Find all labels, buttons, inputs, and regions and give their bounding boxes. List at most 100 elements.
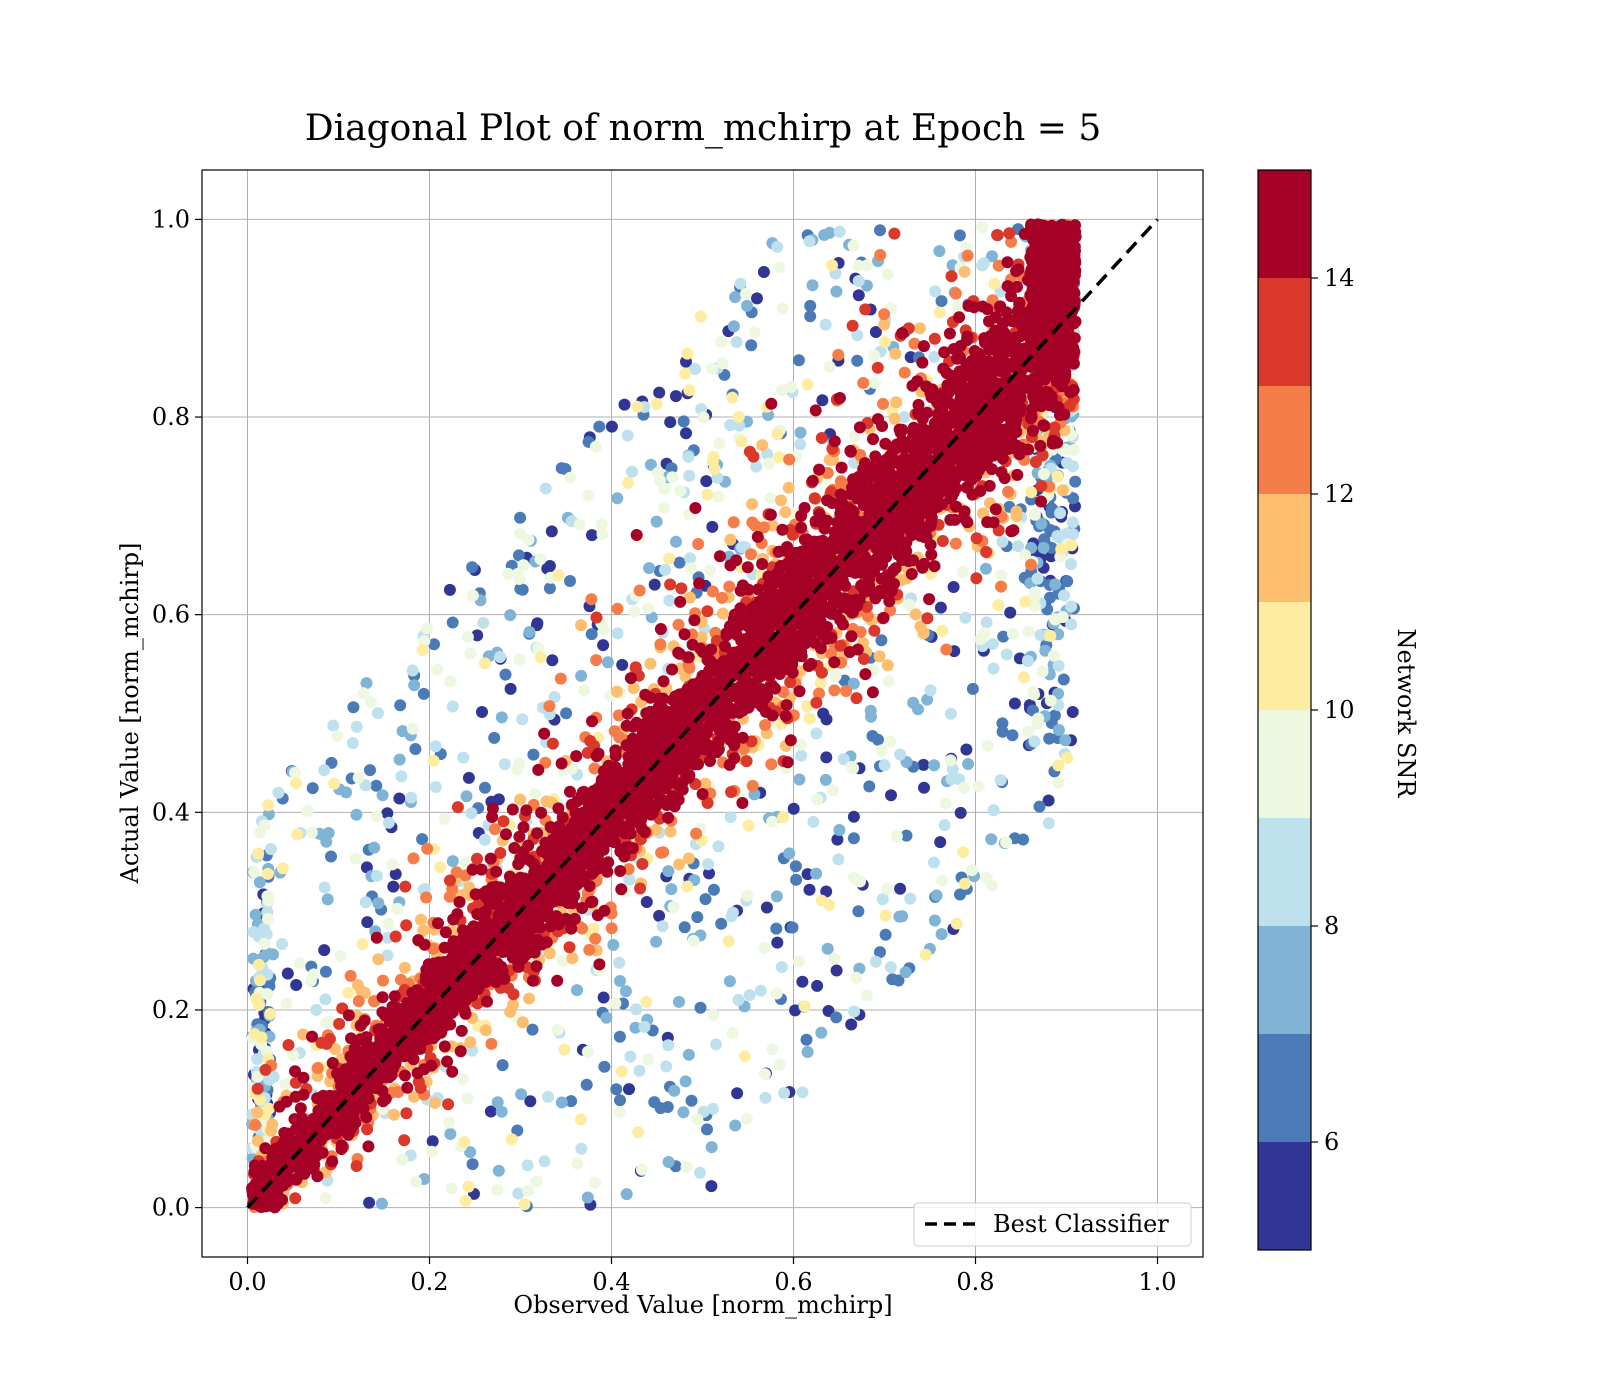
scatter-point [833,824,846,836]
scatter-point [800,1033,813,1046]
scatter-point [773,451,786,464]
scatter-point [264,1007,277,1020]
scatter-point [851,329,864,342]
scatter-point [936,624,949,637]
scatter-point [706,585,719,598]
scatter-point [395,770,408,783]
scatter-point [389,930,402,943]
scatter-point [928,759,941,772]
scatter-point [454,1045,467,1058]
scatter-point [688,614,701,627]
scatter-point [921,693,934,706]
scatter-point [522,1184,534,1197]
scatter-point [443,583,456,596]
scatter-point [793,773,806,786]
scatter-point [962,758,975,770]
scatter-point [873,650,886,663]
scatter-point [323,1033,336,1045]
scatter-point [730,336,743,349]
scatter-point [807,815,820,828]
scatter-point [723,975,736,988]
scatter-point [387,1108,400,1121]
scatter-point [479,781,491,794]
scatter-point [287,1049,300,1061]
scatter-point [669,390,682,403]
scatter-point [349,852,362,865]
scatter-point [795,509,808,522]
scatter-point [1056,484,1069,497]
scatter-point [729,291,742,304]
scatter-point [820,713,833,726]
scatter-point [372,897,385,910]
scatter-point [701,1123,713,1136]
scatter-point [416,644,429,656]
scatter-point [950,917,963,930]
scatter-point [847,677,860,690]
scatter-point [421,622,433,635]
scatter-point [518,1198,531,1211]
scatter-point [516,583,529,596]
scatter-point [759,719,772,731]
scatter-point [1052,724,1065,736]
scatter-point [276,862,289,875]
scatter-point [1061,575,1074,588]
scatter-point [959,611,972,624]
scatter-point [546,737,559,750]
scatter-point [851,354,864,367]
scatter-point [683,384,696,397]
scatter-point [310,1003,323,1016]
scatter-point [1058,589,1070,602]
scatter-point [444,675,456,688]
scatter-point [408,679,421,692]
scatter-point [556,954,569,967]
scatter-points [246,218,1082,1214]
scatter-point [461,1092,474,1105]
scatter-point [810,696,823,709]
scatter-point [848,1005,861,1018]
scatter-point [852,275,865,287]
scatter-point [929,285,942,298]
scatter-point [328,777,341,790]
scatter-point [875,744,888,757]
scatter-point [615,883,628,896]
scatter-point [364,764,376,777]
scatter-point [445,1182,458,1195]
scatter-point [630,1003,643,1016]
scatter-point [388,990,401,1003]
scatter-point [600,1011,613,1024]
scatter-point [406,664,419,677]
scatter-point [370,779,383,792]
scatter-point [746,779,759,792]
scatter-point [1055,543,1068,556]
scatter-point [898,411,911,423]
scatter-point [1052,776,1065,789]
scatter-point [1028,600,1041,613]
scatter-point [760,901,773,914]
scatter-point [1054,507,1067,520]
scatter-point [953,311,966,324]
scatter-point [832,348,845,361]
scatter-point [512,1187,525,1200]
scatter-point [782,481,795,494]
scatter-point [705,1180,718,1193]
scatter-point [524,1095,537,1108]
scatter-point [816,394,829,407]
scatter-point [1035,495,1047,508]
scatter-point [372,953,385,966]
scatter-point [803,235,816,248]
scatter-point [638,1020,651,1033]
scatter-point [582,489,595,502]
scatter-point [522,533,535,546]
scatter-point [845,1018,858,1031]
scatter-point [710,1038,722,1051]
scatter-point [947,581,960,593]
scatter-point [306,782,319,795]
scatter-point [1065,618,1078,631]
scatter-point [609,744,622,757]
scatter-point [868,624,881,637]
scatter-point [741,561,754,574]
scatter-point [251,1082,264,1095]
scatter-point [930,889,943,902]
scatter-point [892,974,905,987]
